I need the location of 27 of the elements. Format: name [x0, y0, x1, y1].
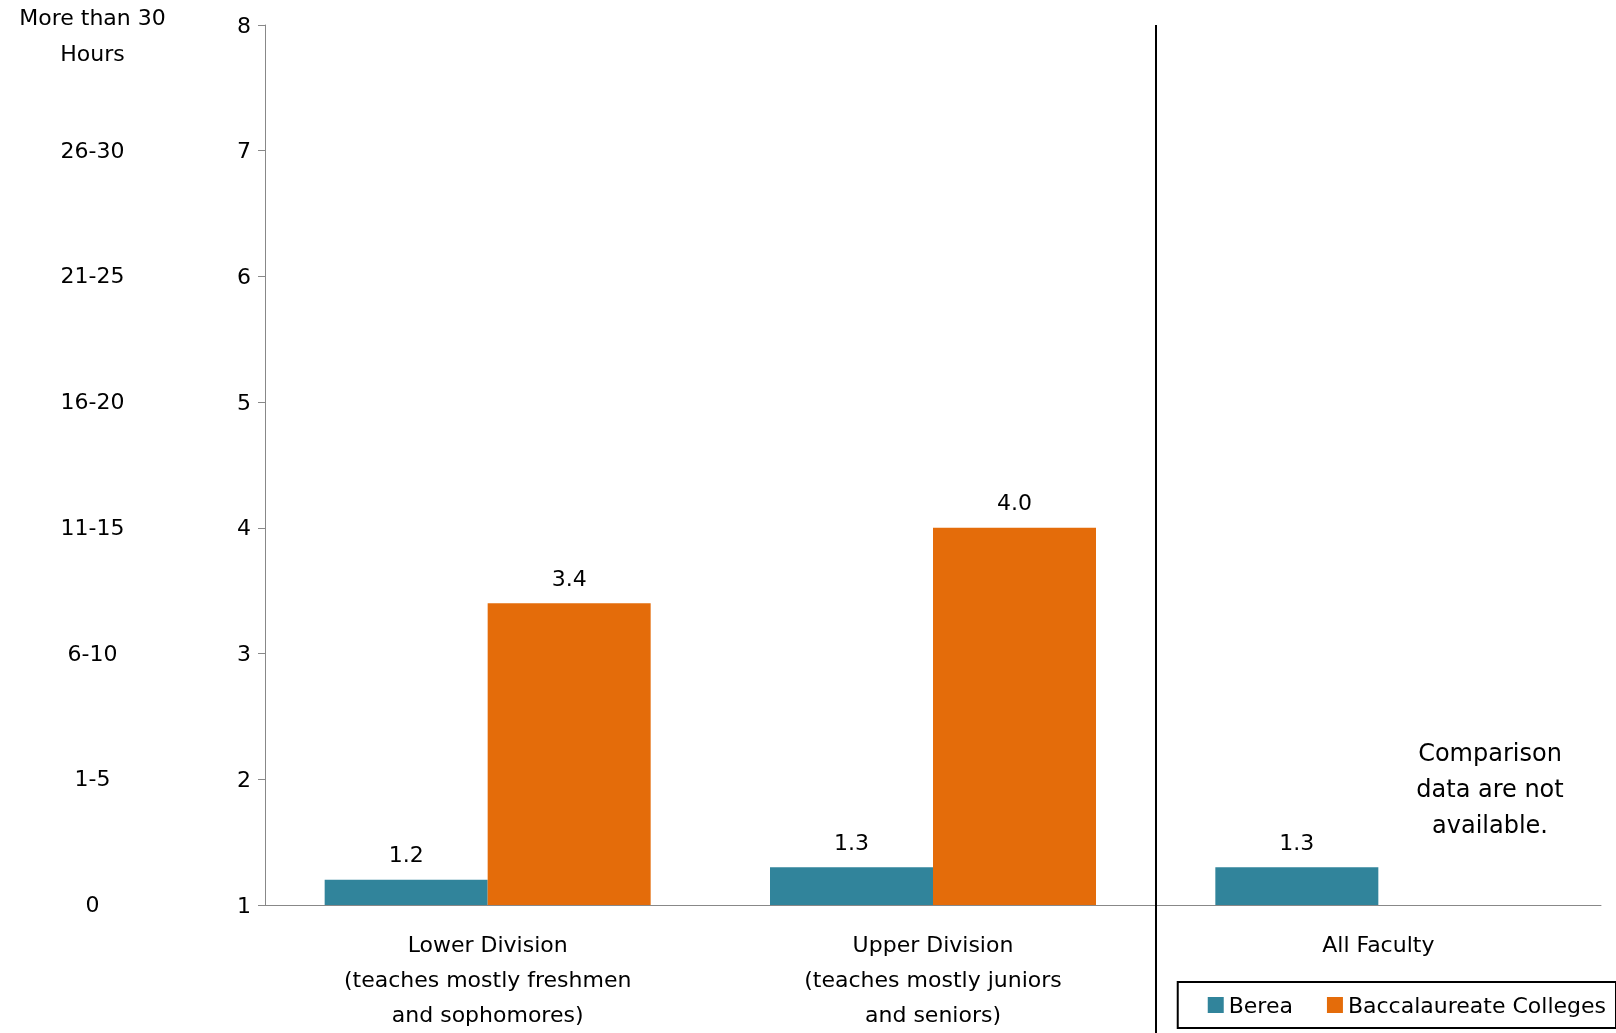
text: 0 — [84, 891, 101, 919]
x-tick-label: Upper Division (teaches mostly juniors and seniors) — [804, 932, 1062, 1027]
y-tick-label: 5 — [237, 389, 251, 415]
x-tick-label: Lower Division (teaches mostly freshmen and sophomores) — [343, 932, 632, 1027]
y-tick-label: 2 — [237, 766, 251, 792]
text: 6-10 — [66, 639, 119, 668]
data-label: 4.0 — [997, 490, 1032, 516]
legend-label: Berea — [1228, 992, 1293, 1018]
y-tick-label: 7 — [237, 138, 251, 164]
y-tick-label: 6 — [237, 263, 251, 289]
text: 16-20 — [59, 388, 126, 417]
data-label: 1.3 — [1279, 829, 1315, 855]
text: 21-25 — [59, 262, 126, 291]
data-label: 1.3 — [834, 829, 869, 855]
y-tick-label: 3 — [237, 641, 251, 667]
text: 1-5 — [73, 765, 112, 794]
data-label: 3.4 — [551, 565, 587, 591]
legend-label: Baccalaureate Colleges — [1347, 992, 1606, 1018]
data-label: 1.2 — [388, 842, 424, 868]
annotation: Comparison data are not available. — [1415, 738, 1565, 841]
text: 11-15 — [59, 513, 126, 542]
x-tick-label: All Faculty — [1322, 932, 1435, 957]
y-tick-label: 8 — [237, 12, 251, 38]
text: 26-30 — [59, 136, 126, 165]
text: More than 30 Hours — [18, 4, 167, 68]
y-tick-label: 4 — [237, 515, 251, 541]
y-tick-label: 1 — [237, 892, 251, 918]
